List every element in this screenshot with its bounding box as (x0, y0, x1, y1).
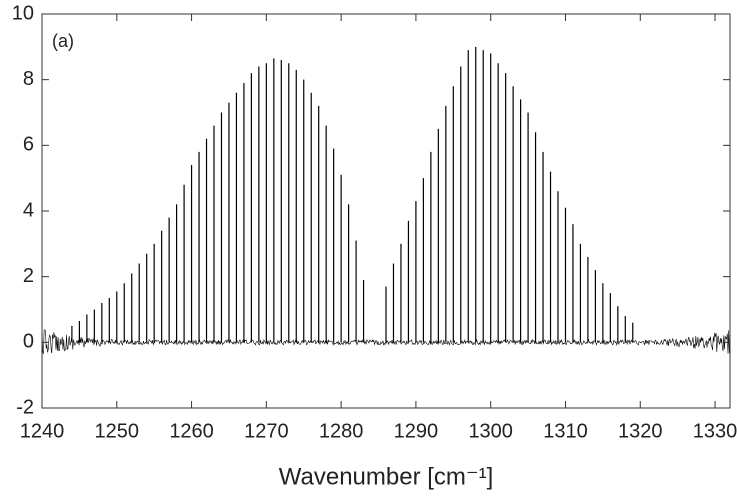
x-tick-label: 1300 (468, 420, 513, 442)
x-tick-label: 1260 (169, 420, 214, 442)
x-tick-label: 1270 (244, 420, 289, 442)
y-tick-label: -2 (16, 396, 34, 418)
y-tick-label: 6 (23, 134, 34, 156)
x-axis-label: Wavenumber [cm⁻¹] (279, 463, 494, 490)
plot-frame (41, 13, 731, 409)
y-tick-label: 0 (23, 331, 34, 353)
x-tick-label: 1240 (20, 420, 65, 442)
x-tick-label: 1330 (693, 420, 737, 442)
y-tick-label: 10 (12, 2, 34, 24)
x-tick-label: 1250 (95, 420, 140, 442)
y-tick-label: 8 (23, 68, 34, 90)
x-tick-label: 1320 (618, 420, 663, 442)
x-tick-label: 1280 (319, 420, 364, 442)
y-tick-label: 4 (23, 199, 34, 221)
y-tick-label: 2 (23, 265, 34, 287)
noise-baseline (41, 329, 730, 355)
x-tick-label: 1310 (543, 420, 588, 442)
panel-label: (a) (52, 31, 74, 51)
x-tick-label: 1290 (394, 420, 439, 442)
